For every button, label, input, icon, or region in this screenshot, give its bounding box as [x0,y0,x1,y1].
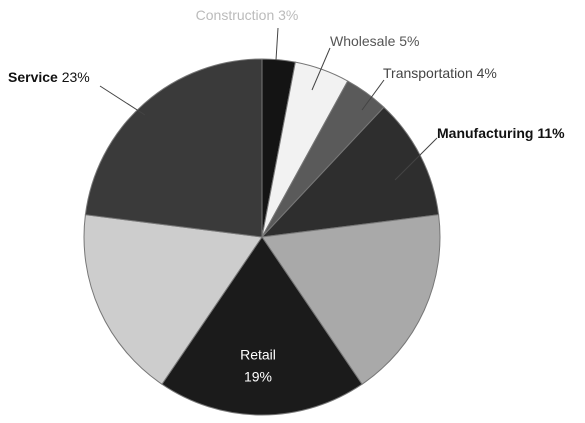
slice-label: Wholesale [330,33,396,49]
slice-value-label: 4% [477,65,497,81]
slice-label: Retail [240,347,276,363]
slice-value-label: 3% [278,7,298,23]
slice-label-group: Transportation 4% [383,65,497,81]
pie-slice [84,58,263,238]
slice-label-group: Wholesale 5% [330,33,420,49]
slice-value-label: 11% [537,125,565,141]
pie-slice [161,236,363,416]
slice-label-group: Manufacturing 11% [437,125,565,141]
slice-value-label: 19% [244,369,272,385]
leader-line [311,47,331,91]
pie-slice [261,214,441,385]
leader-lines [99,27,438,181]
slice-value-label: 23% [62,69,90,85]
slice-label: Manufacturing [437,125,533,141]
slice-label-group: Construction 3% [196,7,299,23]
leader-line [394,137,438,181]
leader-line [361,79,385,111]
slice-label: Construction [196,7,275,23]
leader-line [99,85,146,116]
leader-line [275,27,279,61]
pie-slice [83,214,263,385]
pie-slice [260,106,440,238]
slice-label: Service [8,69,58,85]
slice-label-group: Service 23% [8,69,90,85]
slice-value-label: 5% [399,33,419,49]
slice-label: Transportation [383,65,473,81]
